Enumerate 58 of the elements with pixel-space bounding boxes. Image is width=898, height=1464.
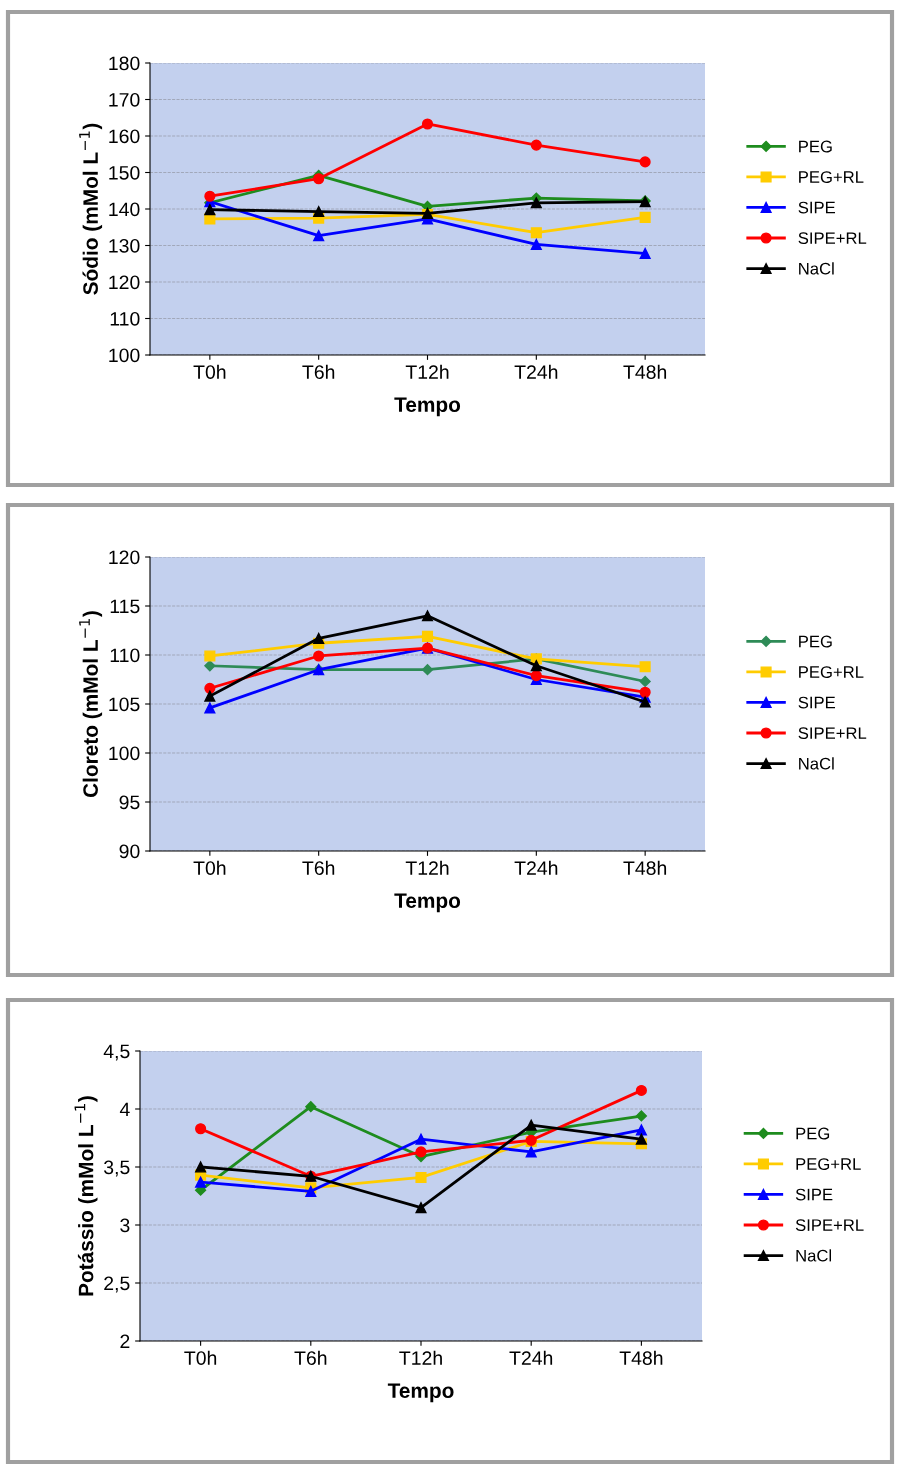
- y-tick-label: 130: [109, 238, 140, 253]
- legend-label: SIPE: [798, 201, 836, 214]
- y-tick-label: 170: [109, 92, 140, 107]
- legend-label: PEG: [796, 1127, 830, 1140]
- y-tick-label: 95: [119, 795, 140, 810]
- y-tick-label: 140: [109, 202, 140, 217]
- y-axis-title: Potássio (mMol L$^{−1}$): [74, 1096, 98, 1296]
- y-tick-label: 2: [120, 1334, 130, 1349]
- y-axis-title: Sódio (mMol L$^{−1}$): [79, 123, 103, 295]
- y-tick-label: 120: [109, 550, 140, 565]
- legend-label: PEG: [799, 140, 832, 153]
- x-tick-label: T24h: [514, 860, 558, 875]
- x-tick-label: T48h: [623, 364, 667, 379]
- legend-label: NaCl: [799, 757, 834, 770]
- x-tick-label: T6h: [302, 860, 335, 875]
- y-tick-label: 90: [119, 844, 140, 859]
- x-tick-label: T6h: [294, 1350, 327, 1365]
- legend-label: PEG: [799, 635, 832, 648]
- legend-label: SIPE: [795, 1188, 833, 1201]
- y-tick-label: 100: [109, 746, 140, 761]
- x-axis-title: Tempo: [387, 1383, 454, 1403]
- y-tick-label: 100: [109, 348, 140, 363]
- y-tick-label: 110: [110, 648, 140, 663]
- x-tick-label: T0h: [193, 860, 226, 875]
- y-tick-label: 150: [109, 165, 140, 180]
- legend-label: SIPE+RL: [798, 727, 867, 740]
- legend-label: PEG+RL: [799, 171, 864, 183]
- y-tick-label: 115: [110, 599, 140, 614]
- x-tick-label: T48h: [623, 860, 667, 875]
- legend-label: NaCl: [799, 262, 834, 275]
- y-tick-label: 4,5: [103, 1044, 130, 1061]
- x-tick-label: T12h: [405, 364, 449, 379]
- legend-label: SIPE: [798, 696, 836, 709]
- x-tick-label: T24h: [509, 1350, 553, 1365]
- y-tick-label: 2,5: [104, 1276, 130, 1293]
- x-tick-label: T12h: [399, 1350, 442, 1365]
- y-axis-title: Cloreto (mMol L$^{−1}$): [79, 611, 103, 798]
- y-tick-label: 120: [109, 275, 140, 290]
- y-tick-label: 180: [109, 56, 140, 71]
- x-tick-label: T0h: [184, 1350, 217, 1365]
- y-tick-label: 110: [110, 311, 140, 326]
- y-tick-label: 160: [109, 129, 140, 144]
- x-tick-label: T12h: [405, 860, 449, 875]
- y-tick-label: 105: [109, 697, 140, 712]
- x-axis-title: Tempo: [394, 397, 461, 417]
- legend-label: PEG+RL: [796, 1158, 861, 1170]
- x-tick-label: T6h: [302, 364, 335, 379]
- x-tick-label: T48h: [619, 1350, 663, 1365]
- x-tick-label: T24h: [514, 364, 558, 379]
- x-axis-title: Tempo: [394, 893, 461, 913]
- y-tick-label: 3,5: [103, 1160, 130, 1177]
- x-tick-label: T0h: [193, 364, 226, 379]
- legend-label: SIPE+RL: [798, 232, 867, 245]
- y-tick-label: 3: [120, 1218, 130, 1233]
- legend-label: PEG+RL: [799, 666, 864, 678]
- y-tick-label: 4: [119, 1102, 130, 1117]
- legend-label: NaCl: [796, 1249, 832, 1262]
- legend-label: SIPE+RL: [795, 1219, 864, 1232]
